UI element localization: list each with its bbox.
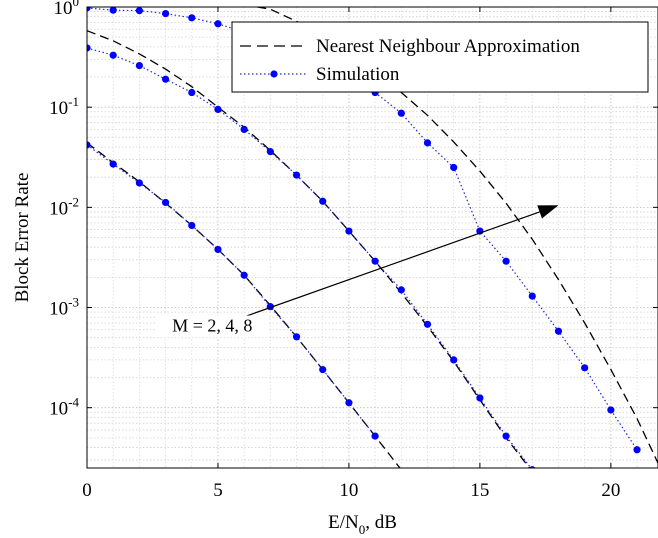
x-tick-label: 0 bbox=[82, 480, 92, 501]
data-point-simulation-M=4 bbox=[161, 75, 170, 83]
data-point-simulation-M=8 bbox=[109, 7, 117, 14]
data-point-simulation-M=2 bbox=[345, 399, 353, 407]
data-point-simulation-M=4 bbox=[188, 88, 196, 97]
series-line-simulation-M=4 bbox=[87, 47, 532, 468]
data-point-simulation-M=2 bbox=[371, 432, 379, 440]
y-tick-exponent: -4 bbox=[68, 395, 79, 410]
data-point-simulation-M=4 bbox=[502, 432, 510, 440]
annotation-label: M = 2, 4, 8 bbox=[172, 316, 252, 336]
data-point-simulation-M=2 bbox=[240, 271, 248, 279]
data-point-simulation-M=8 bbox=[214, 20, 222, 28]
y-tick-label: 10-4 bbox=[49, 395, 79, 420]
data-point-simulation-M=2 bbox=[319, 366, 327, 374]
data-point-simulation-M=4 bbox=[319, 197, 327, 205]
data-point-simulation-M=8 bbox=[633, 446, 641, 454]
data-point-simulation-M=8 bbox=[87, 7, 91, 12]
x-tick-label: 20 bbox=[601, 480, 620, 501]
data-point-simulation-M=4 bbox=[423, 320, 432, 328]
y-tick-label: 10-2 bbox=[49, 194, 79, 219]
x-tick-label: 10 bbox=[339, 480, 358, 501]
y-tick-exponent: -2 bbox=[68, 194, 79, 209]
y-tick-base: 10 bbox=[54, 0, 73, 19]
data-point-simulation-M=4 bbox=[214, 105, 222, 114]
annotation: M = 2, 4, 8 bbox=[156, 205, 559, 338]
y-tick-label: 100 bbox=[54, 0, 80, 19]
series-line-simulation-M=2 bbox=[87, 144, 376, 437]
data-point-simulation-M=4 bbox=[240, 125, 248, 133]
data-point-simulation-M=8 bbox=[450, 163, 458, 172]
data-point-simulation-M=8 bbox=[397, 109, 405, 117]
x-axis-label-main: E/N bbox=[328, 512, 359, 533]
data-point-simulation-M=4 bbox=[450, 356, 458, 364]
data-point-simulation-M=4 bbox=[87, 44, 91, 52]
data-point-simulation-M=4 bbox=[371, 257, 379, 265]
data-point-simulation-M=2 bbox=[87, 141, 91, 149]
legend: Nearest Neighbour Approximation Simulati… bbox=[231, 21, 649, 93]
data-point-simulation-M=8 bbox=[188, 14, 196, 22]
data-point-simulation-M=2 bbox=[135, 179, 143, 187]
data-point-simulation-M=2 bbox=[109, 160, 117, 168]
data-point-simulation-M=4 bbox=[345, 227, 353, 235]
data-point-simulation-M=4 bbox=[476, 394, 484, 402]
data-point-simulation-M=8 bbox=[135, 7, 143, 15]
y-tick-exponent: -3 bbox=[68, 295, 79, 310]
x-axis-label: E/N0, dB bbox=[328, 512, 397, 537]
y-tick-exponent: 0 bbox=[73, 0, 80, 9]
data-point-simulation-M=2 bbox=[161, 198, 170, 207]
data-point-simulation-M=4 bbox=[529, 466, 536, 468]
x-tick-label: 15 bbox=[470, 480, 489, 501]
y-tick-base: 10 bbox=[49, 198, 68, 219]
data-point-simulation-M=2 bbox=[292, 333, 301, 341]
data-point-simulation-M=4 bbox=[266, 148, 274, 156]
legend-box bbox=[231, 21, 649, 93]
data-point-simulation-M=8 bbox=[528, 292, 536, 300]
y-tick-base: 10 bbox=[49, 98, 68, 119]
annotation-label-background bbox=[156, 315, 269, 338]
plot-frame bbox=[86, 6, 658, 469]
legend-label-approximation: Nearest Neighbour Approximation bbox=[316, 36, 580, 57]
y-axis-label: Block Error Rate bbox=[12, 173, 33, 303]
data-point-simulation-M=8 bbox=[581, 364, 589, 372]
data-point-simulation-M=4 bbox=[135, 62, 143, 70]
legend-marker-simulation bbox=[270, 70, 278, 78]
annotation-arrow-head bbox=[537, 205, 559, 219]
data-point-simulation-M=2 bbox=[188, 221, 196, 230]
data-point-simulation-M=8 bbox=[607, 406, 615, 414]
series-line-approximation-M=4 bbox=[87, 30, 531, 468]
legend-label-simulation: Simulation bbox=[316, 64, 400, 85]
data-point-simulation-M=4 bbox=[109, 51, 117, 59]
data-point-simulation-M=8 bbox=[423, 139, 432, 147]
y-tick-base: 10 bbox=[49, 399, 68, 420]
data-point-simulation-M=2 bbox=[214, 245, 222, 254]
data-point-simulation-M=4 bbox=[292, 171, 301, 179]
data-point-simulation-M=8 bbox=[161, 9, 170, 18]
y-tick-label: 10-3 bbox=[49, 295, 79, 320]
y-tick-label: 10-1 bbox=[49, 94, 79, 119]
data-point-simulation-M=8 bbox=[502, 257, 510, 265]
x-axis-label-subscript: 0 bbox=[359, 522, 366, 537]
annotation-arrow-line bbox=[213, 211, 540, 329]
x-axis-label-suffix: , dB bbox=[365, 512, 397, 533]
x-tick-label: 5 bbox=[213, 480, 223, 501]
data-point-simulation-M=8 bbox=[554, 327, 563, 335]
data-point-simulation-M=4 bbox=[397, 286, 405, 294]
y-tick-base: 10 bbox=[49, 299, 68, 320]
y-tick-exponent: -1 bbox=[68, 94, 79, 109]
